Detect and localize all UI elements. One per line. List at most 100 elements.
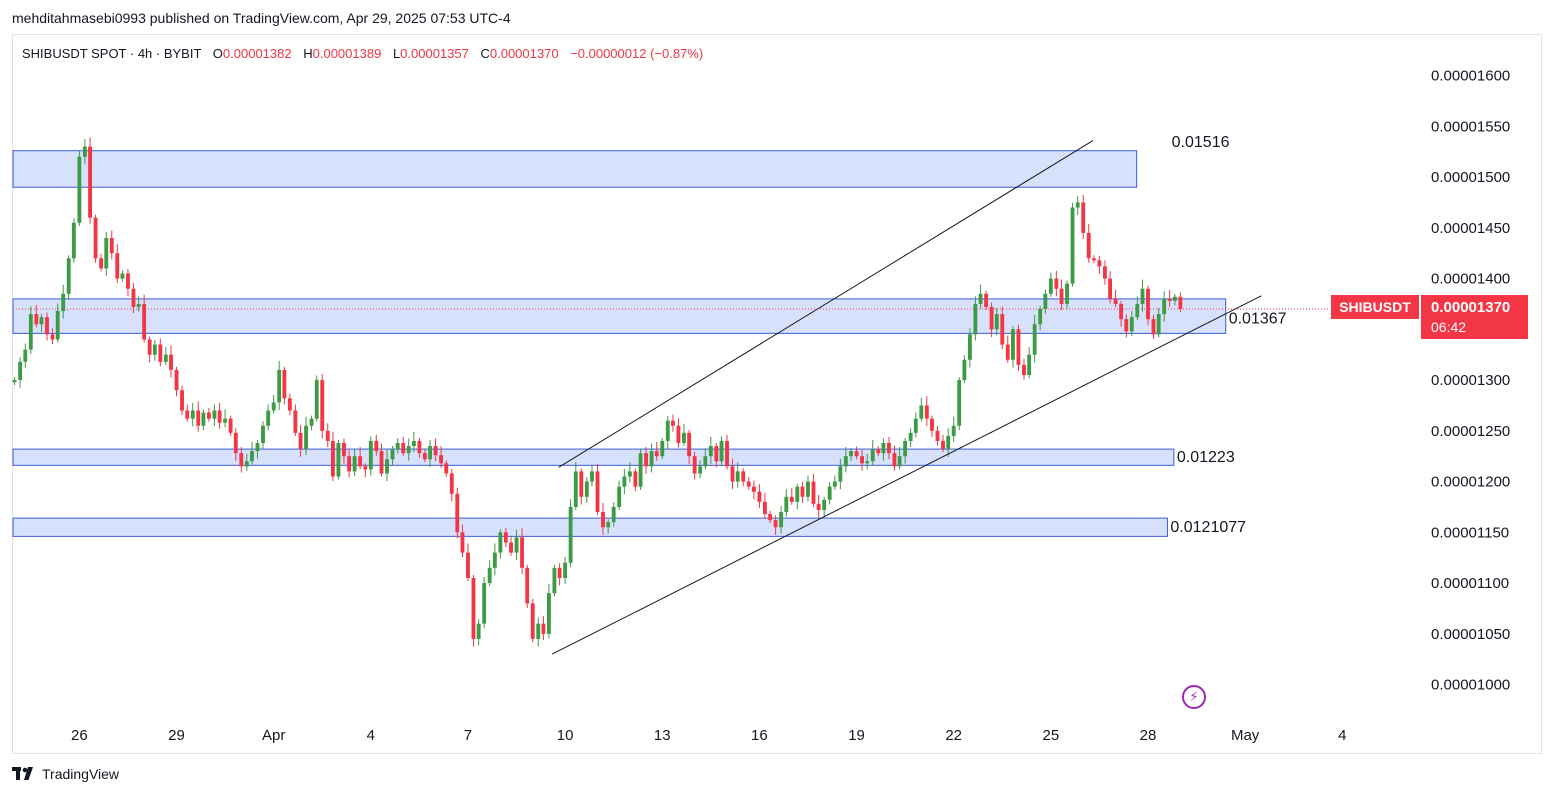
candle-body	[476, 623, 481, 639]
candle	[563, 556, 568, 585]
candle	[703, 448, 708, 470]
lightning-icon[interactable]: ⚡	[1182, 685, 1206, 709]
candle-body	[962, 359, 967, 381]
candle	[746, 477, 751, 490]
candle	[1075, 196, 1080, 216]
candle-body	[147, 339, 152, 355]
candle-body	[806, 481, 810, 497]
price-tag-countdown: 06:42	[1431, 319, 1466, 335]
candle	[941, 434, 945, 453]
candle	[433, 438, 438, 462]
time-tick-label: 7	[464, 727, 472, 744]
candle	[735, 462, 740, 488]
candle-body	[428, 446, 433, 460]
candle	[444, 460, 449, 477]
candle-body	[768, 514, 773, 521]
candle-body	[266, 410, 271, 426]
candle	[876, 446, 881, 457]
candle	[50, 328, 55, 345]
candle	[811, 473, 816, 507]
candle-body	[638, 453, 643, 487]
candle-body	[530, 603, 535, 639]
candle	[55, 303, 60, 343]
candle	[654, 441, 659, 461]
candle	[719, 436, 724, 466]
candle	[212, 404, 217, 427]
candle-body	[622, 476, 627, 487]
candle	[525, 564, 530, 608]
candle-body	[39, 317, 44, 325]
candle	[1172, 293, 1177, 306]
candle-body	[1097, 260, 1102, 267]
candle-body	[687, 432, 692, 457]
candle-body	[1178, 296, 1183, 310]
candle	[93, 214, 98, 263]
candle	[1108, 270, 1113, 304]
candle	[1178, 292, 1183, 313]
candle-body	[1032, 324, 1037, 355]
candle-body	[342, 443, 346, 457]
candle	[325, 423, 330, 448]
candle	[546, 584, 551, 639]
zone-2	[12, 448, 1175, 466]
candle-body	[239, 453, 244, 467]
candle-body	[541, 623, 546, 634]
candle-body	[358, 456, 363, 467]
candle-body	[298, 432, 303, 450]
candle-body	[158, 344, 163, 362]
candle-body	[957, 380, 962, 426]
candle	[595, 463, 600, 516]
candle-body	[55, 311, 60, 340]
candle-body	[320, 380, 325, 431]
candle-body	[1043, 293, 1048, 310]
candle-body	[832, 481, 837, 487]
legend-open-label: O	[212, 46, 223, 61]
candle	[460, 524, 465, 558]
candle-body	[131, 288, 136, 307]
candle-body	[1000, 314, 1005, 345]
candle	[1022, 358, 1026, 380]
candle-body	[870, 449, 875, 462]
candle	[1070, 202, 1075, 287]
candle-body	[174, 369, 179, 391]
candle-body	[854, 451, 859, 457]
candle	[930, 415, 934, 437]
legend-change: −0.00000012 (−0.87%)	[570, 46, 704, 61]
candle-body	[28, 314, 33, 350]
candle-body	[23, 349, 28, 362]
candle-body	[617, 486, 622, 507]
candle	[919, 397, 924, 422]
candle	[449, 468, 454, 502]
candle-body	[935, 430, 940, 441]
candle-body	[649, 451, 654, 467]
footer-brand[interactable]: TradingView	[12, 766, 119, 782]
price-tick-label: 0.00001050	[1431, 626, 1510, 643]
candle	[854, 446, 859, 460]
candle-body	[498, 532, 503, 553]
candle	[282, 366, 287, 405]
candle-body	[444, 463, 449, 474]
tradingview-logo-icon	[12, 767, 33, 780]
candle-body	[287, 398, 292, 411]
candle	[250, 441, 254, 465]
candle-body	[66, 258, 71, 294]
candle-body	[169, 354, 173, 370]
candle	[99, 253, 104, 272]
candle-body	[1113, 298, 1118, 304]
price-axis: 0.00001000 0.00001050 0.00001100 0.00001150…	[1431, 68, 1510, 694]
candle-body	[347, 456, 352, 472]
candle-body	[304, 425, 308, 450]
candle	[439, 446, 444, 468]
candle	[115, 244, 120, 284]
candle	[870, 439, 875, 466]
candle	[838, 458, 843, 490]
price-tag-bg	[1421, 295, 1528, 339]
candle	[951, 416, 956, 442]
candle	[725, 434, 729, 470]
price-tick-label: 0.00001100	[1431, 575, 1509, 592]
candle	[649, 443, 654, 473]
candle	[152, 339, 157, 361]
candle	[606, 519, 611, 534]
candle-body	[352, 456, 357, 472]
